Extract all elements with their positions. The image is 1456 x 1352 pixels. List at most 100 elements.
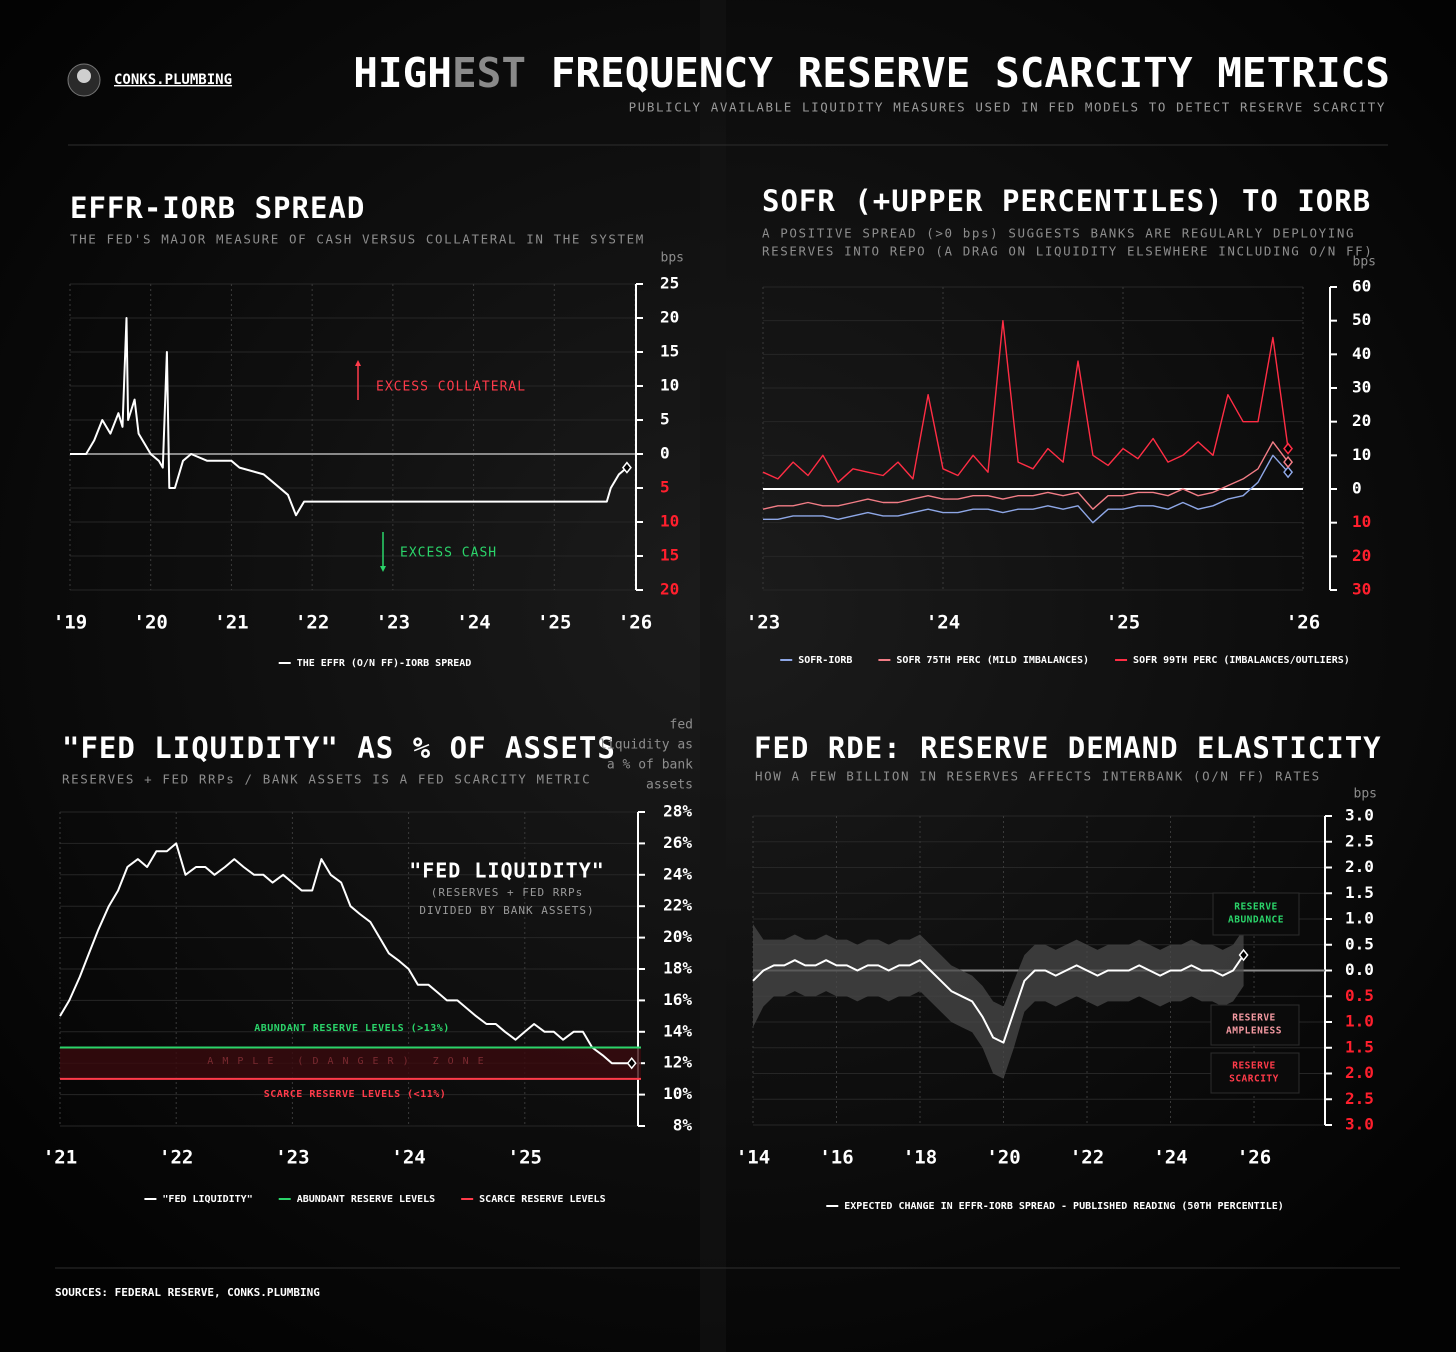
y-tick-label: 1.0 <box>1345 909 1374 928</box>
x-tick-label: '16 <box>819 1147 853 1169</box>
x-tick-label: '23 <box>746 612 780 634</box>
legend-label: EXPECTED CHANGE IN EFFR-IORB SPREAD - PU… <box>844 1201 1284 1212</box>
y-tick-label: 10% <box>663 1084 692 1103</box>
legend-label: "FED LIQUIDITY" <box>162 1194 252 1205</box>
legend-label: SOFR-IORB <box>798 655 852 666</box>
y-tick-label: 0 <box>660 444 670 463</box>
y-tick-label: 0.0 <box>1345 960 1374 979</box>
y-tick-label: 14% <box>663 1021 692 1040</box>
end-marker <box>1283 465 1294 479</box>
y-tick-label: 20 <box>660 580 679 599</box>
legend-label: THE EFFR (O/N FF)-IORB SPREAD <box>297 658 472 669</box>
y-tick-label: 10 <box>1352 445 1371 464</box>
y-tick-label: 2.0 <box>1345 857 1374 876</box>
annotation: AMPLE (DANGER) ZONE <box>207 1056 492 1067</box>
chart-subtitle: RESERVES + FED RRPs / BANK ASSETS IS A F… <box>62 772 591 787</box>
danger-zone <box>60 1047 641 1079</box>
annotation: SCARCITY <box>1229 1074 1279 1085</box>
legend-label: SOFR 99TH PERC (IMBALANCES/OUTLIERS) <box>1133 655 1350 666</box>
series-line <box>762 441 1289 510</box>
annotation: AMPLENESS <box>1226 1026 1282 1037</box>
y-tick-label: 22% <box>663 896 692 915</box>
percentile-band <box>753 924 1244 1079</box>
series-line <box>59 842 632 1065</box>
y-tick-label: 60 <box>1352 277 1371 296</box>
y-tick-label: 10 <box>1352 512 1371 531</box>
y-tick-label: 12% <box>663 1053 692 1072</box>
x-tick-label: '25 <box>1106 612 1140 634</box>
chart-title: FED RDE: RESERVE DEMAND ELASTICITY <box>754 731 1382 765</box>
x-tick-label: '19 <box>53 612 87 634</box>
y-tick-label: 26% <box>663 833 692 852</box>
end-marker <box>1238 948 1249 962</box>
y-tick-label: 1.5 <box>1345 1037 1374 1056</box>
y-tick-label: 5 <box>660 478 670 497</box>
y-tick-label: 10 <box>660 376 679 395</box>
page-subtitle: PUBLICLY AVAILABLE LIQUIDITY MEASURES US… <box>629 100 1386 115</box>
annotation: RESERVE <box>1232 1061 1276 1072</box>
title-part: HIGH <box>353 49 452 97</box>
annotation: SCARCE RESERVE LEVELS (<11%) <box>264 1089 447 1100</box>
x-tick-label: '26 <box>1237 1147 1271 1169</box>
brand[interactable]: CONKS.PLUMBING <box>67 63 232 97</box>
x-tick-label: '24 <box>391 1147 425 1169</box>
y-axis-label: bps <box>661 251 684 266</box>
x-tick-label: '25 <box>537 612 571 634</box>
annotation: EXCESS CASH <box>400 546 497 561</box>
y-tick-label: 2.5 <box>1345 1089 1374 1108</box>
brand-name[interactable]: CONKS.PLUMBING <box>114 72 232 88</box>
chart-title: SOFR (+UPPER PERCENTILES) TO IORB <box>762 184 1371 218</box>
end-marker <box>626 1056 637 1070</box>
y-tick-label: 15 <box>660 342 679 361</box>
end-marker <box>1283 455 1294 469</box>
y-tick-label: 20 <box>1352 411 1371 430</box>
x-tick-label: '21 <box>214 612 248 634</box>
sources: SOURCES: FEDERAL RESERVE, CONKS.PLUMBING <box>55 1286 320 1299</box>
end-marker <box>1283 442 1294 455</box>
y-tick-label: 5 <box>660 410 670 429</box>
y-tick-label: 1.5 <box>1345 883 1374 902</box>
series-line <box>763 454 1289 524</box>
y-tick-label: 3.0 <box>1345 806 1374 825</box>
y-tick-label: 10 <box>660 512 679 531</box>
title-part: EST <box>452 49 526 97</box>
chart-subtitle: A POSITIVE SPREAD (>0 bps) SUGGESTS BANK… <box>762 226 1355 241</box>
y-tick-label: 0.5 <box>1345 986 1374 1005</box>
chart-subtitle: HOW A FEW BILLION IN RESERVES AFFECTS IN… <box>755 769 1321 784</box>
annotation: DIVIDED BY BANK ASSETS) <box>419 904 594 917</box>
x-tick-label: '20 <box>986 1147 1020 1169</box>
y-tick-label: 30 <box>1352 378 1371 397</box>
x-tick-label: '22 <box>295 612 329 634</box>
legend-label: SOFR 75TH PERC (MILD IMBALANCES) <box>896 655 1089 666</box>
annotation: RESERVE <box>1232 1013 1276 1024</box>
x-tick-label: '22 <box>159 1147 193 1169</box>
y-tick-label: 28% <box>663 802 692 821</box>
backdrop-stripe <box>700 0 726 1352</box>
y-tick-label: 2.0 <box>1345 1063 1374 1082</box>
annotation-box <box>1210 1052 1300 1094</box>
y-axis-label: bps <box>1354 787 1377 802</box>
title-part: FREQUENCY RESERVE SCARCITY METRICS <box>526 49 1390 97</box>
y-axis-label: liquidity as <box>599 738 693 753</box>
brand-icon-head <box>77 69 91 83</box>
x-tick-label: '25 <box>508 1147 542 1169</box>
page-title: HIGHEST FREQUENCY RESERVE SCARCITY METRI… <box>353 49 1390 97</box>
y-axis-label: bps <box>1353 255 1376 270</box>
x-tick-label: '23 <box>376 612 410 634</box>
annotation-box <box>1210 1004 1300 1046</box>
y-tick-label: 50 <box>1352 310 1371 329</box>
annotation-box <box>1212 892 1300 936</box>
y-tick-label: 2.5 <box>1345 831 1374 850</box>
x-tick-label: '21 <box>43 1147 77 1169</box>
x-tick-label: '24 <box>926 612 960 634</box>
x-tick-label: '22 <box>1070 1147 1104 1169</box>
x-tick-label: '24 <box>456 612 490 634</box>
x-tick-label: '20 <box>134 612 168 634</box>
y-tick-label: 0.5 <box>1345 934 1374 953</box>
annotation: ABUNDANCE <box>1228 915 1284 926</box>
y-tick-label: 40 <box>1352 344 1371 363</box>
y-tick-label: 1.0 <box>1345 1012 1374 1031</box>
y-tick-label: 25 <box>660 274 679 293</box>
y-tick-label: 20 <box>1352 546 1371 565</box>
